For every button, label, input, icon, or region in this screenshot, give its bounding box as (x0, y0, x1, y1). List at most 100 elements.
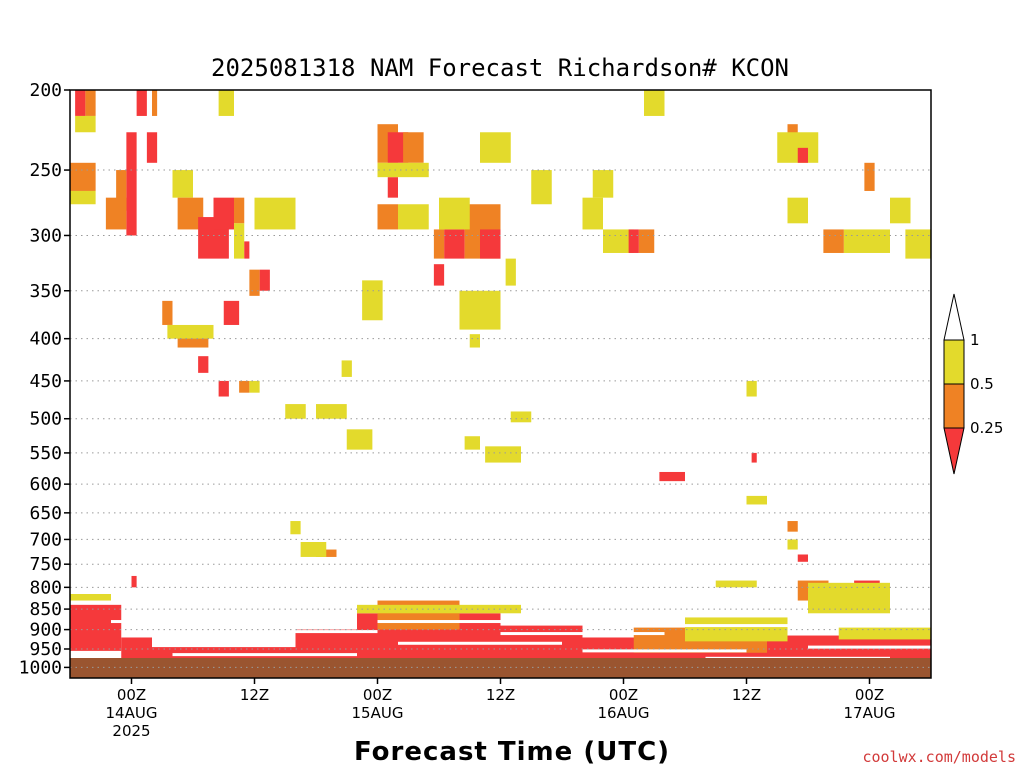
heatmap-cell-74 (843, 229, 890, 253)
heatmap-gap-3 (398, 641, 562, 645)
heatmap-cell-65 (659, 471, 685, 482)
heatmap-cell-5 (218, 90, 234, 116)
credit-text: coolwx.com/models (862, 748, 1016, 766)
x-axis-label: Forecast Time (UTC) (354, 737, 670, 767)
heatmap-cell-39 (387, 177, 398, 198)
heatmap-cell-40 (403, 132, 424, 163)
x-tick-label-0-0: 00Z (117, 686, 146, 704)
heatmap-cell-20 (259, 269, 270, 291)
legend-label-1: 1 (970, 331, 980, 349)
heatmap-cell-62 (628, 229, 639, 253)
y-tick-label-650: 650 (29, 503, 62, 524)
y-tick-label-400: 400 (29, 329, 62, 350)
y-tick-label-300: 300 (29, 225, 62, 246)
heatmap-cell-72 (787, 197, 808, 224)
heatmap-cell-88 (808, 582, 890, 614)
heatmap-cell-51 (433, 264, 445, 286)
heatmap-cell-60 (592, 170, 614, 198)
heatmap-cell-3 (136, 90, 147, 116)
heatmap-cell-2 (75, 115, 96, 133)
heatmap-cell-82 (797, 554, 808, 562)
x-tick-label-6-1: 17AUG (844, 704, 896, 722)
heatmap-cell-15 (213, 197, 234, 230)
heatmap-cell-7 (116, 170, 127, 211)
heatmap-cell-66 (746, 495, 767, 505)
heatmap-cell-90 (70, 594, 111, 601)
heatmap-cell-19 (254, 197, 296, 230)
heatmap-cell-45 (433, 229, 445, 259)
heatmap-cell-56 (464, 436, 480, 450)
heatmap-cell-25 (167, 324, 214, 339)
x-tick-label-2-1: 15AUG (352, 704, 404, 722)
heatmap-cell-50 (505, 258, 516, 286)
heatmap-cell-84 (715, 580, 757, 588)
heatmap-cell-41 (377, 162, 429, 178)
heatmap-gap-0 (111, 620, 193, 624)
heatmap-cell-73 (823, 229, 844, 253)
x-tick-label-6-0: 00Z (855, 686, 884, 704)
heatmap-cell-23 (162, 300, 173, 325)
heatmap-cell-47 (480, 229, 501, 259)
heatmap-cell-75 (864, 162, 875, 191)
y-tick-label-600: 600 (29, 474, 62, 495)
y-tick-label-200: 200 (29, 80, 62, 101)
y-tick-label-750: 750 (29, 554, 62, 575)
heatmap-cell-28 (239, 380, 250, 393)
heatmap-gap-6 (685, 624, 829, 628)
x-tick-label-2-0: 00Z (363, 686, 392, 704)
heatmap-gap-2 (377, 620, 501, 624)
heatmap-gap-1 (295, 630, 378, 634)
x-tick-label-4-1: 16AUG (598, 704, 650, 722)
heatmap-cell-67 (751, 452, 757, 463)
heatmap-cell-9 (70, 190, 96, 205)
x-tick-label-4-0: 00Z (609, 686, 638, 704)
heatmap-cell-83 (787, 539, 798, 550)
heatmap-cell-18 (244, 241, 250, 259)
x-tick-label-0-1: 14AUG (106, 704, 158, 722)
heatmap-cell-4 (152, 90, 158, 116)
heatmap-cell-89 (131, 575, 137, 588)
heatmap-cell-21 (249, 269, 260, 296)
heatmap-gap-8 (172, 653, 357, 657)
heatmap-gap-7 (808, 645, 931, 649)
chart-title: 2025081318 NAM Forecast Richardson# KCON (211, 54, 789, 82)
y-tick-label-500: 500 (29, 409, 62, 430)
heatmap-cell-0 (75, 90, 86, 116)
x-tick-label-0-2: 2025 (112, 722, 150, 740)
pressure-gridlines (70, 169, 931, 668)
y-tick-label-1000: 1000 (19, 657, 62, 678)
heatmap-cell-1 (85, 90, 96, 116)
heatmap-cell-27 (218, 380, 229, 397)
y-tick-label-450: 450 (29, 371, 62, 392)
x-tick-label-3-0: 12Z (486, 686, 515, 704)
heatmap-cell-22 (223, 300, 240, 325)
x-tick-label-5-0: 12Z (732, 686, 761, 704)
legend-below-025-arrow (943, 427, 965, 475)
heatmap-cell-16 (234, 197, 245, 224)
heatmap-cell-78 (290, 521, 301, 535)
legend-above-1-arrow (943, 293, 965, 341)
heatmap-cell-48 (439, 197, 470, 230)
y-axis-ticks: 200 250 300 350 400 450 500 550 600 650 700 7508008… (19, 80, 70, 678)
heatmap-cell-71 (797, 147, 808, 163)
heatmap-cell-49 (480, 132, 511, 163)
heatmap-cell-42 (377, 204, 398, 230)
heatmap-cell-26 (198, 356, 209, 373)
ground-layer (70, 658, 931, 678)
x-tick-label-1-0: 12Z (240, 686, 269, 704)
heatmap-cell-64 (644, 90, 665, 116)
heatmap-cell-8 (70, 162, 96, 191)
heatmap-cell-11 (146, 132, 158, 163)
heatmap-cell-91 (70, 604, 122, 651)
heatmap-cell-43 (398, 204, 429, 230)
heatmap-cell-34 (341, 360, 352, 377)
heatmap-cell-31 (316, 404, 347, 419)
y-tick-label-800: 800 (29, 577, 62, 598)
heatmap-cell-55 (510, 411, 532, 423)
heatmap-cell-69 (787, 124, 798, 141)
heatmap-cell-81 (787, 521, 798, 532)
color-legend: 1 0.5 0.25 (943, 293, 1003, 475)
heatmap-cell-12 (172, 170, 193, 198)
heatmap-cell-30 (285, 404, 306, 419)
